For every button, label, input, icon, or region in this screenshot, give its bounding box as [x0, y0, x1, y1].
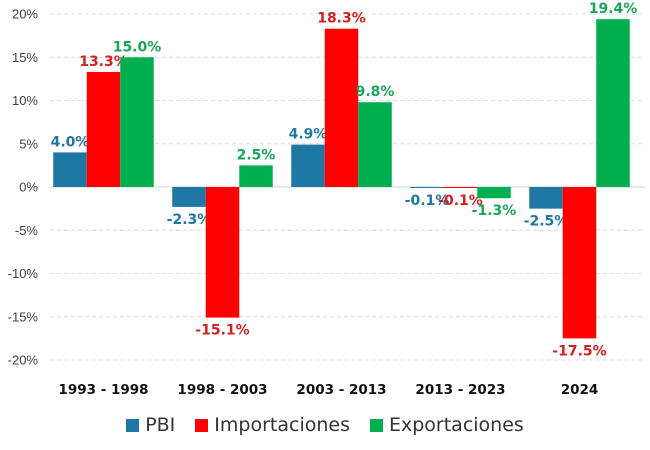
bar-exportaciones-1 — [239, 165, 273, 187]
data-label: -2.3% — [167, 212, 212, 228]
y-tick-label: 15% — [12, 50, 38, 65]
y-tick-label: 5% — [19, 136, 38, 151]
y-tick-label: 20% — [12, 7, 38, 22]
bar-importaciones-2 — [324, 28, 359, 187]
bar-importaciones-1 — [205, 187, 240, 318]
bar-exportaciones-0 — [120, 57, 154, 187]
bar-importaciones-0 — [86, 71, 121, 187]
y-tick-label: -20% — [8, 353, 39, 368]
bar-pbi-1 — [172, 187, 206, 207]
data-label: 18.3% — [317, 11, 366, 27]
bar-exportaciones-4 — [596, 19, 630, 187]
data-label: 9.8% — [356, 84, 395, 100]
y-tick-label: -5% — [15, 223, 39, 238]
legend-swatch-exportaciones — [369, 418, 383, 432]
legend-label-pbi: PBI — [145, 414, 176, 436]
legend: PBI Importaciones Exportaciones — [0, 414, 650, 436]
legend-item-importaciones: Importaciones — [195, 414, 350, 436]
y-tick-label: 0% — [19, 180, 38, 195]
bar-importaciones-4 — [562, 187, 597, 339]
bar-pbi-2 — [291, 144, 325, 187]
legend-swatch-pbi — [126, 418, 140, 432]
data-label: 4.9% — [289, 127, 328, 143]
y-tick-label: -15% — [8, 309, 39, 324]
x-category-label: 1998 - 2003 — [177, 382, 267, 398]
data-label: 13.3% — [79, 54, 128, 70]
x-category-label: 2003 - 2013 — [296, 382, 386, 398]
legend-label-exportaciones: Exportaciones — [388, 414, 524, 436]
bar-pbi-4 — [529, 187, 563, 209]
y-tick-label: -10% — [8, 266, 39, 281]
x-category-label: 2013 - 2023 — [415, 382, 505, 398]
data-label: -2.5% — [524, 214, 569, 230]
data-label: -0.1% — [405, 193, 450, 209]
bar-importaciones-3 — [443, 187, 478, 188]
bar-exportaciones-3 — [477, 187, 511, 199]
legend-swatch-importaciones — [195, 418, 209, 432]
data-label: -0.1% — [438, 193, 483, 209]
legend-item-exportaciones: Exportaciones — [369, 414, 524, 436]
y-tick-label: 10% — [12, 93, 38, 108]
data-label: 2.5% — [237, 147, 276, 163]
legend-label-importaciones: Importaciones — [214, 414, 350, 436]
x-category-label: 1993 - 1998 — [58, 382, 148, 398]
x-category-label: 2024 — [561, 382, 599, 398]
data-label: -17.5% — [552, 343, 606, 359]
data-label: -1.3% — [472, 203, 517, 219]
legend-item-pbi: PBI — [126, 414, 175, 436]
data-label: 4.0% — [51, 134, 90, 150]
data-label: -15.1% — [195, 323, 249, 339]
bar-exportaciones-2 — [358, 102, 392, 187]
chart: 20% 15% 10% 5% 0% -5% -10% -15% -20% 4.0% 13.3%15.… — [8, 1, 645, 398]
data-label: 15.0% — [113, 39, 162, 55]
bar-pbi-3 — [410, 187, 444, 188]
bar-pbi-0 — [53, 152, 87, 187]
data-label: 19.4% — [589, 1, 638, 17]
